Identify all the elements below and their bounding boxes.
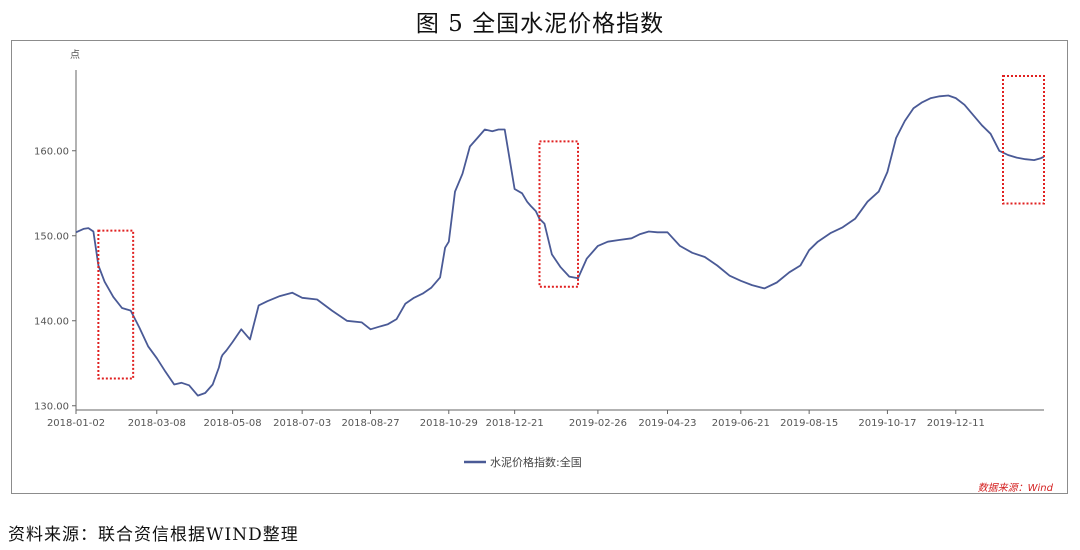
series-line <box>75 94 1045 397</box>
legend[interactable]: 水泥价格指数:全国 <box>464 455 582 469</box>
chart-credit: 数据来源：Wind <box>978 482 1054 494</box>
legend-label: 水泥价格指数:全国 <box>490 455 582 469</box>
x-tick-label: 2018-07-03 <box>273 418 331 429</box>
x-tick-label: 2019-10-17 <box>858 418 916 429</box>
y-tick-label: 160.00 <box>34 146 69 157</box>
axes: 点 130.00 140.00 150.00 160.00 2018-01-02 2018-… <box>34 49 1044 429</box>
figure-title: 图 5 全国水泥价格指数 <box>415 11 665 37</box>
x-tick-label: 2018-01-02 <box>47 418 105 429</box>
y-tick-label: 130.00 <box>34 401 69 412</box>
cement-price-index-chart: 点 130.00 140.00 150.00 160.00 2018-01-02 2018-… <box>34 49 1054 494</box>
series-layer <box>75 94 1045 397</box>
highlight-box <box>97 229 135 380</box>
y-tick-label: 140.00 <box>34 316 69 327</box>
source-note: 资料来源：联合资信根据WIND整理 <box>8 525 299 545</box>
x-tick-label: 2018-03-08 <box>128 418 186 429</box>
highlight-layer <box>97 74 1046 380</box>
highlight-box <box>1001 74 1046 205</box>
y-tick-label: 150.00 <box>34 231 69 242</box>
x-tick-label: 2019-02-26 <box>569 418 627 429</box>
x-tick-label: 2019-06-21 <box>712 418 770 429</box>
x-tick-label: 2018-12-21 <box>486 418 544 429</box>
x-tick-label: 2018-08-27 <box>341 418 399 429</box>
y-axis-unit: 点 <box>70 49 80 61</box>
x-tick-label: 2019-08-15 <box>780 418 838 429</box>
chart-frame <box>11 40 1068 494</box>
x-tick-label: 2019-04-23 <box>638 418 696 429</box>
x-tick-label: 2018-10-29 <box>420 418 478 429</box>
x-tick-label: 2019-12-11 <box>927 418 985 429</box>
x-tick-label: 2018-05-08 <box>204 418 262 429</box>
